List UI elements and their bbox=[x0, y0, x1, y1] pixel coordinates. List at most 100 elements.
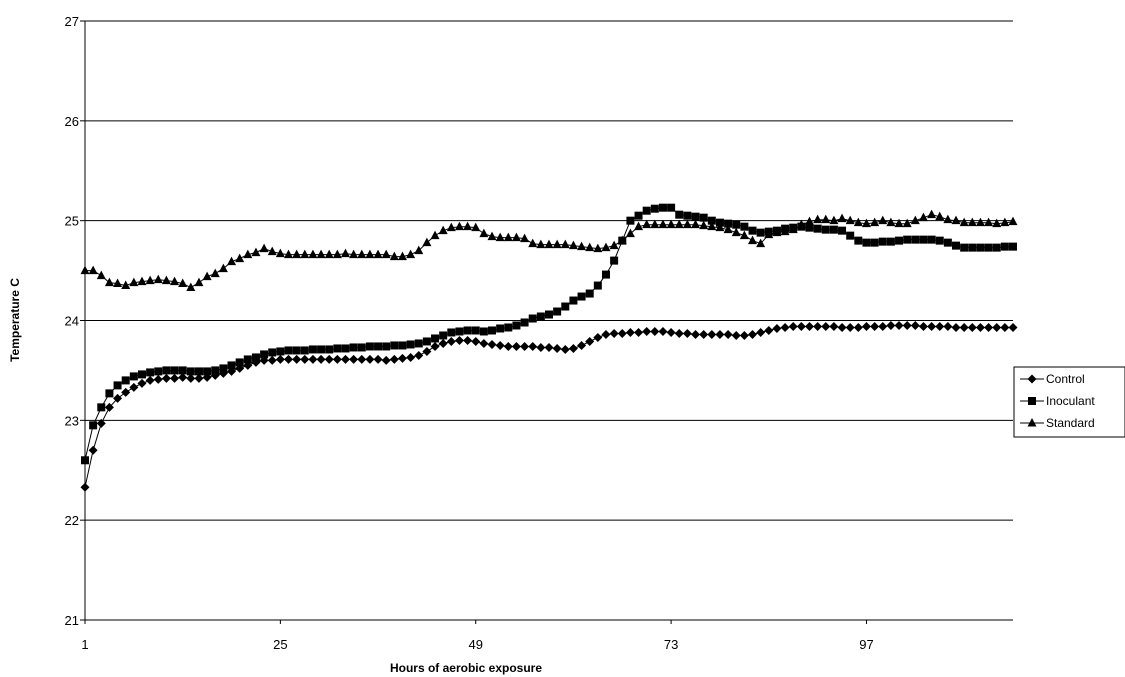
data-point-inoculant bbox=[309, 345, 317, 353]
data-point-inoculant bbox=[1009, 243, 1017, 251]
data-point-standard bbox=[553, 240, 562, 249]
data-point-control bbox=[545, 343, 554, 352]
data-point-control bbox=[626, 328, 635, 337]
data-point-inoculant bbox=[293, 346, 301, 354]
data-point-standard bbox=[374, 250, 383, 258]
data-point-inoculant bbox=[854, 237, 862, 245]
data-point-inoculant bbox=[512, 321, 520, 329]
data-point-inoculant bbox=[154, 367, 162, 375]
data-point-standard bbox=[325, 250, 334, 258]
data-point-control bbox=[821, 322, 830, 331]
data-point-control bbox=[414, 351, 423, 360]
data-point-inoculant bbox=[732, 221, 740, 229]
data-point-control bbox=[756, 328, 765, 337]
data-point-control bbox=[781, 323, 790, 332]
data-point-inoculant bbox=[936, 237, 944, 245]
data-point-inoculant bbox=[521, 318, 529, 326]
data-point-inoculant bbox=[545, 311, 553, 319]
data-point-control bbox=[471, 337, 480, 346]
data-point-standard bbox=[105, 278, 114, 287]
data-point-control bbox=[496, 341, 505, 350]
data-point-control bbox=[952, 323, 961, 332]
data-point-standard bbox=[422, 238, 431, 247]
data-point-inoculant bbox=[317, 345, 325, 353]
data-point-inoculant bbox=[578, 293, 586, 301]
y-tick-label: 26 bbox=[65, 114, 79, 129]
data-point-inoculant bbox=[89, 421, 97, 429]
data-point-inoculant bbox=[553, 308, 561, 316]
data-point-inoculant bbox=[407, 340, 415, 348]
data-point-standard bbox=[813, 215, 822, 224]
data-point-control bbox=[89, 446, 98, 455]
data-point-control bbox=[268, 356, 277, 365]
data-point-inoculant bbox=[105, 389, 113, 397]
data-point-control bbox=[805, 322, 814, 331]
legend: Control Inoculant Standard bbox=[1014, 367, 1125, 437]
data-point-inoculant bbox=[252, 353, 260, 361]
data-point-inoculant bbox=[464, 326, 472, 334]
data-point-inoculant bbox=[301, 346, 309, 354]
data-point-control bbox=[357, 355, 366, 364]
data-point-standard bbox=[463, 222, 472, 231]
y-tick-label: 24 bbox=[65, 314, 79, 329]
data-point-inoculant bbox=[830, 226, 838, 234]
data-point-control bbox=[308, 355, 317, 364]
data-point-control bbox=[1000, 323, 1009, 332]
data-point-control bbox=[585, 337, 594, 346]
data-point-inoculant bbox=[179, 366, 187, 374]
data-point-standard bbox=[976, 218, 985, 227]
data-point-inoculant bbox=[114, 381, 122, 389]
data-point-inoculant bbox=[81, 456, 89, 464]
data-point-control bbox=[927, 322, 936, 331]
data-point-control bbox=[390, 355, 399, 364]
data-point-inoculant bbox=[504, 323, 512, 331]
data-point-inoculant bbox=[643, 207, 651, 215]
y-axis-title: Temperature C bbox=[8, 278, 22, 362]
data-point-control bbox=[284, 355, 293, 364]
data-point-standard bbox=[838, 214, 847, 223]
data-point-standard bbox=[235, 254, 244, 263]
data-point-control bbox=[699, 330, 708, 339]
legend-label: Control bbox=[1046, 372, 1085, 386]
data-point-standard bbox=[211, 269, 220, 278]
data-point-inoculant bbox=[195, 367, 203, 375]
data-point-control bbox=[422, 347, 431, 356]
y-tick-label: 21 bbox=[65, 613, 79, 628]
data-point-inoculant bbox=[382, 342, 390, 350]
data-point-control bbox=[846, 323, 855, 332]
data-point-inoculant bbox=[822, 226, 830, 234]
data-point-inoculant bbox=[594, 282, 602, 290]
data-point-standard bbox=[821, 215, 830, 224]
data-point-control bbox=[886, 321, 895, 330]
data-point-control bbox=[667, 328, 676, 337]
data-point-inoculant bbox=[398, 341, 406, 349]
data-point-standard bbox=[357, 250, 366, 258]
data-point-standard bbox=[219, 264, 228, 273]
data-point-standard bbox=[300, 250, 309, 258]
data-point-inoculant bbox=[814, 225, 822, 233]
data-point-standard bbox=[512, 233, 521, 242]
data-point-control bbox=[740, 331, 749, 340]
data-point-standard bbox=[610, 241, 619, 250]
data-point-control bbox=[878, 322, 887, 331]
data-point-control bbox=[137, 379, 146, 388]
data-point-control bbox=[903, 321, 912, 330]
data-point-control bbox=[528, 342, 537, 351]
data-point-control bbox=[911, 321, 920, 330]
data-point-inoculant bbox=[626, 217, 634, 225]
y-tick-label: 23 bbox=[65, 413, 79, 428]
data-point-control bbox=[561, 345, 570, 354]
data-point-control bbox=[146, 376, 155, 385]
data-point-control bbox=[984, 323, 993, 332]
data-point-inoculant bbox=[285, 346, 293, 354]
data-point-inoculant bbox=[146, 368, 154, 376]
data-point-inoculant bbox=[602, 271, 610, 279]
data-point-inoculant bbox=[130, 372, 138, 380]
data-point-control bbox=[292, 355, 301, 364]
series-control bbox=[81, 321, 1018, 492]
data-point-inoculant bbox=[423, 337, 431, 345]
data-point-inoculant bbox=[879, 238, 887, 246]
data-point-control bbox=[577, 341, 586, 350]
data-point-control bbox=[683, 329, 692, 338]
